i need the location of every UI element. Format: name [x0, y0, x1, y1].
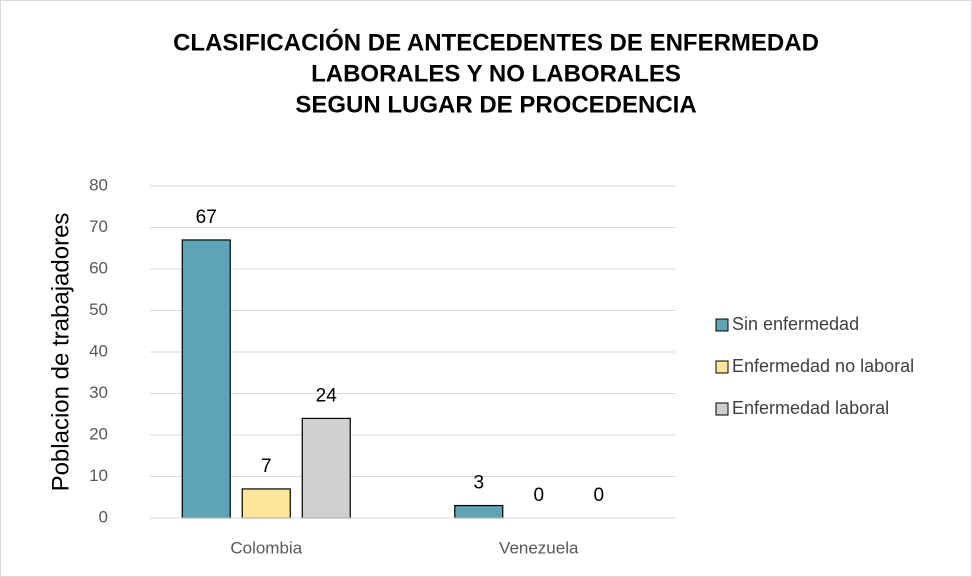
x-tick-label: Venezuela: [499, 538, 579, 557]
y-tick-label: 70: [89, 217, 108, 236]
data-label: 0: [593, 485, 604, 506]
y-tick-label: 80: [89, 175, 108, 194]
bar: [301, 417, 351, 519]
legend-swatch: [715, 402, 729, 416]
y-tick-label: 30: [89, 383, 108, 402]
legend-swatch: [715, 360, 729, 374]
y-tick-label: 10: [89, 466, 108, 485]
data-label: 7: [261, 456, 272, 477]
y-tick-label: 0: [99, 507, 108, 526]
x-tick-label: Colombia: [230, 538, 302, 557]
data-label: 67: [196, 207, 217, 228]
chart-title: CLASIFICACIÓN DE ANTECEDENTES DE ENFERME…: [173, 28, 819, 56]
legend-label: Sin enfermedad: [732, 314, 859, 334]
chart-title: SEGUN LUGAR DE PROCEDENCIA: [295, 91, 696, 118]
bar: [454, 504, 504, 519]
y-tick-label: 20: [89, 424, 108, 443]
bar: [181, 239, 231, 519]
y-tick-label: 50: [89, 300, 108, 319]
legend-swatch: [715, 318, 729, 332]
chart-title: LABORALES Y NO LABORALES: [311, 60, 681, 87]
data-label: 3: [473, 473, 484, 494]
y-axis-label: Poblacion de trabajadores: [47, 213, 74, 492]
y-tick-label: 40: [89, 341, 108, 360]
bar: [241, 488, 291, 519]
legend-label: Enfermedad laboral: [732, 398, 889, 418]
legend-label: Enfermedad no laboral: [732, 356, 914, 376]
y-tick-label: 60: [89, 258, 108, 277]
data-label: 0: [533, 485, 544, 506]
data-label: 24: [316, 385, 338, 406]
